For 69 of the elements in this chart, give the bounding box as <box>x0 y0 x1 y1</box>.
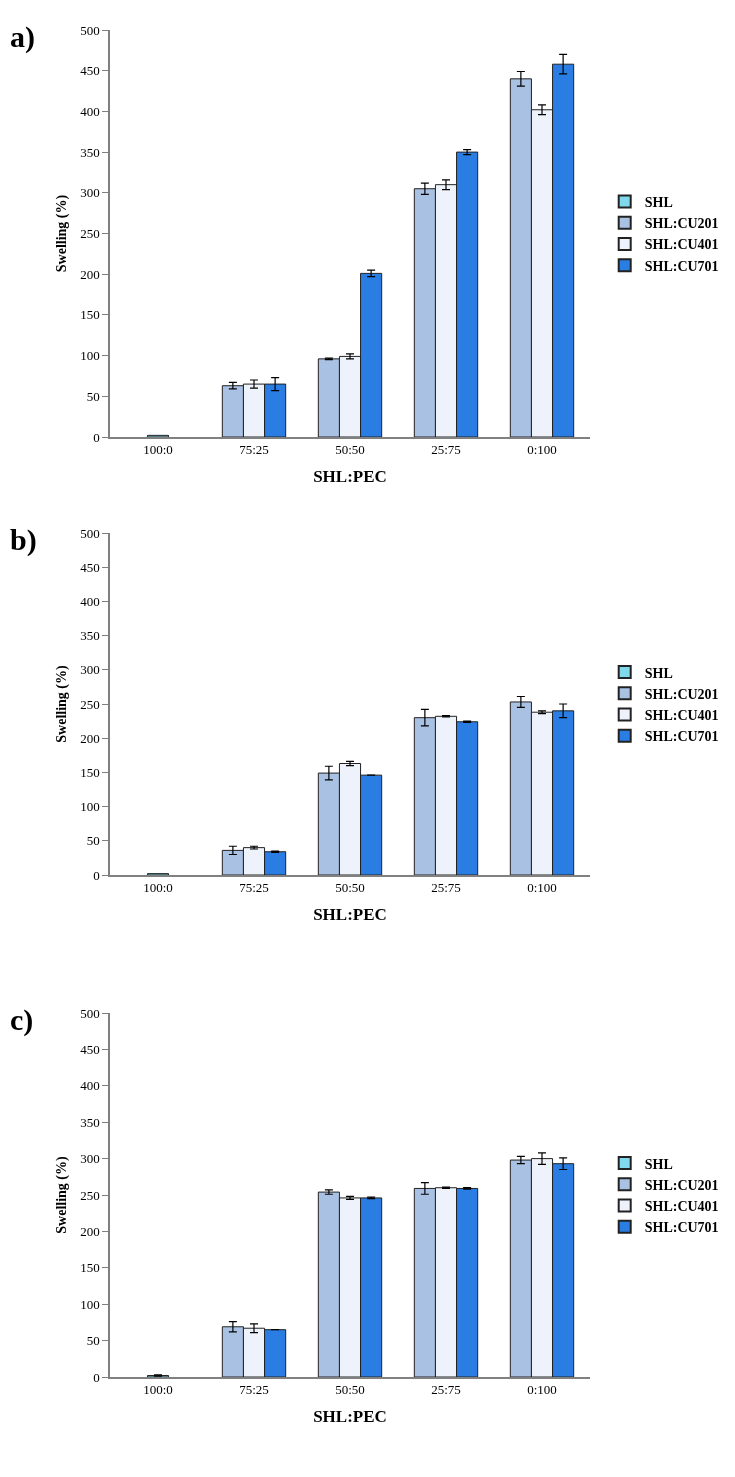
y-tick-label: 500 <box>80 22 100 38</box>
chart-title: c) <box>10 1003 34 1037</box>
chart-title: a) <box>10 20 35 54</box>
y-tick-label: 300 <box>80 185 100 201</box>
x-tick-label: 75:25 <box>239 880 269 896</box>
y-tick-label: 100 <box>80 799 100 815</box>
legend-label: SHL:CU201 <box>644 686 719 702</box>
y-axis-title: Swelling (%) <box>54 194 71 273</box>
x-axis-title: SHL:PEC <box>313 1407 387 1427</box>
y-tick-label: 50 <box>86 1333 100 1349</box>
y-tick-label: 450 <box>80 63 100 79</box>
x-tick-label: 50:50 <box>335 880 365 896</box>
x-tick-label: 100:0 <box>143 880 173 896</box>
y-tick-label: 350 <box>80 144 100 160</box>
y-tick-label: 450 <box>80 1041 100 1057</box>
y-tick-label: 200 <box>80 266 100 282</box>
y-tick-label: 350 <box>80 628 100 644</box>
x-tick-label: 0:100 <box>527 1382 557 1398</box>
x-tick-label: 25:75 <box>431 442 461 458</box>
y-tick-label: 350 <box>80 1114 100 1130</box>
y-tick-label: 500 <box>80 1005 100 1021</box>
legend-label: SHL <box>644 1156 673 1172</box>
chart-title: b) <box>10 523 37 557</box>
x-tick-label: 100:0 <box>143 1382 173 1398</box>
x-tick-label: 75:25 <box>239 1382 269 1398</box>
y-tick-label: 0 <box>93 1369 100 1385</box>
y-tick-label: 50 <box>86 388 100 404</box>
y-tick-label: 100 <box>80 348 100 364</box>
legend-label: SHL:CU401 <box>644 237 719 253</box>
y-axis-title: Swelling (%) <box>54 664 71 743</box>
y-tick-label: 450 <box>80 559 100 575</box>
y-tick-label: 250 <box>80 1187 100 1203</box>
x-tick-label: 25:75 <box>431 1382 461 1398</box>
legend-label: SHL <box>644 195 673 211</box>
legend-label: SHL:CU701 <box>644 1220 719 1236</box>
y-tick-label: 150 <box>80 307 100 323</box>
y-tick-label: 200 <box>80 1223 100 1239</box>
legend-label: SHL:CU201 <box>644 216 719 232</box>
x-tick-label: 25:75 <box>431 880 461 896</box>
y-tick-label: 400 <box>80 1078 100 1094</box>
legend-label: SHL:CU701 <box>644 258 719 274</box>
x-tick-label: 75:25 <box>239 442 269 458</box>
x-axis-title: SHL:PEC <box>313 905 387 925</box>
y-tick-label: 100 <box>80 1296 100 1312</box>
x-tick-label: 50:50 <box>335 1382 365 1398</box>
y-tick-label: 50 <box>86 833 100 849</box>
x-axis-title: SHL:PEC <box>313 467 387 487</box>
y-tick-label: 0 <box>93 429 100 445</box>
y-axis-title: Swelling (%) <box>54 1155 71 1234</box>
y-tick-label: 400 <box>80 593 100 609</box>
x-tick-label: 100:0 <box>143 442 173 458</box>
x-tick-label: 0:100 <box>527 880 557 896</box>
x-tick-label: 50:50 <box>335 442 365 458</box>
legend-label: SHL:CU201 <box>644 1177 719 1193</box>
legend-label: SHL <box>644 665 673 681</box>
y-tick-label: 250 <box>80 226 100 242</box>
y-tick-label: 0 <box>93 867 100 883</box>
x-tick-label: 0:100 <box>527 442 557 458</box>
legend-label: SHL:CU701 <box>644 729 719 745</box>
y-tick-label: 400 <box>80 103 100 119</box>
y-tick-label: 500 <box>80 525 100 541</box>
y-tick-label: 300 <box>80 1151 100 1167</box>
legend-label: SHL:CU401 <box>644 1198 719 1214</box>
y-tick-label: 300 <box>80 662 100 678</box>
y-tick-label: 150 <box>80 1260 100 1276</box>
legend-label: SHL:CU401 <box>644 707 719 723</box>
y-tick-label: 250 <box>80 696 100 712</box>
y-tick-label: 200 <box>80 730 100 746</box>
y-tick-label: 150 <box>80 764 100 780</box>
